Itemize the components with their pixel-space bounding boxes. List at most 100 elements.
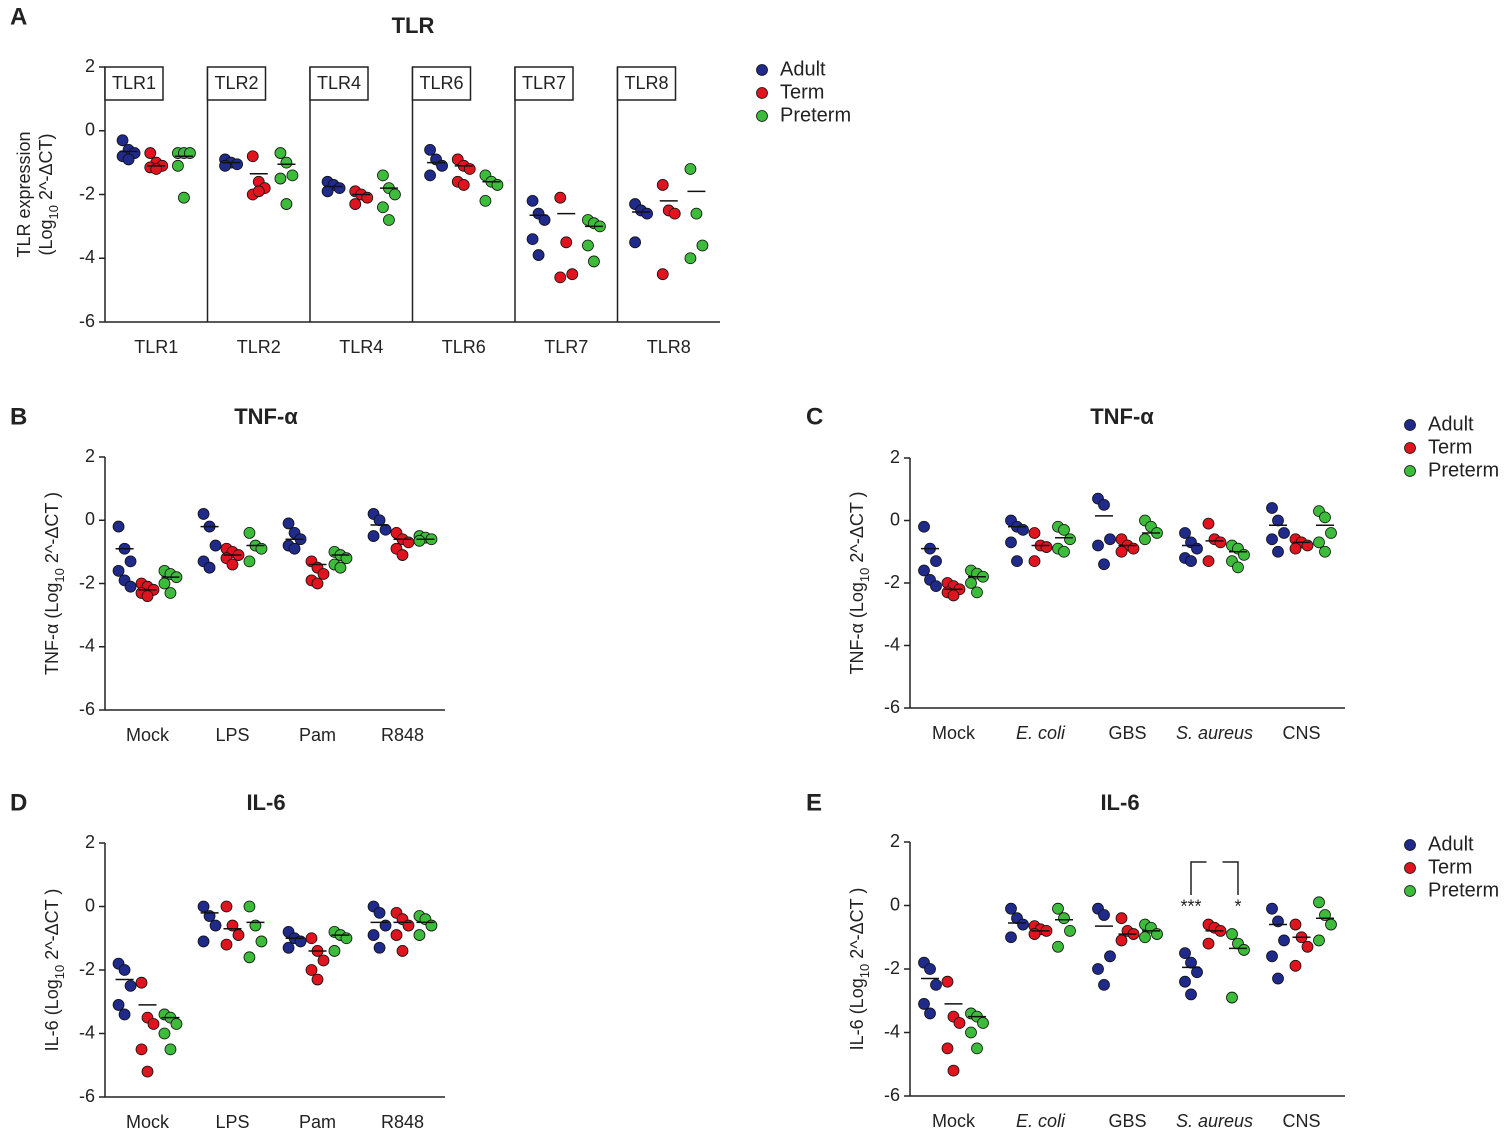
data-point (158, 577, 171, 590)
data-point (243, 900, 256, 913)
data-point (684, 252, 697, 265)
data-point (124, 979, 137, 992)
data-point (930, 555, 942, 568)
data-point (479, 194, 492, 207)
y-axis-label-part: 2^-ΔCT) (36, 134, 56, 205)
data-point (147, 1018, 160, 1030)
data-point (396, 945, 409, 957)
y-tick-label: 0 (890, 509, 900, 529)
data-point (1104, 533, 1116, 546)
legend-label: Term (1428, 856, 1472, 878)
data-point (135, 1043, 148, 1056)
data-point (1319, 545, 1331, 558)
y-axis-label-part: IL-6 (Log (847, 978, 867, 1050)
data-point (197, 900, 210, 913)
data-point (1098, 978, 1110, 991)
legend-marker (1404, 885, 1416, 897)
x-tick-label: E. coli (1016, 1111, 1066, 1131)
data-point (1238, 944, 1250, 956)
data-point (317, 568, 330, 580)
data-point (124, 555, 137, 568)
data-point (930, 580, 942, 593)
data-point (413, 534, 426, 547)
chart-title: TLR (392, 13, 435, 38)
data-point (526, 233, 539, 246)
data-point (1139, 533, 1151, 546)
x-tick-label: Pam (299, 1112, 336, 1132)
y-axis-label-part: 2^-ΔCT ) (847, 491, 867, 567)
significance-label: * (1234, 896, 1241, 916)
data-point (1325, 527, 1337, 539)
data-point (1214, 536, 1227, 549)
data-point (1191, 966, 1203, 979)
data-point (1005, 902, 1017, 915)
legend-marker (756, 87, 768, 99)
y-tick-label: 2 (85, 832, 95, 852)
data-point (379, 523, 392, 536)
data-point (288, 542, 301, 555)
y-tick-label: -4 (79, 636, 95, 656)
legend-label: Adult (1428, 833, 1474, 855)
data-point (1052, 940, 1064, 953)
y-tick-label: -6 (79, 311, 95, 331)
panel-letter: E (806, 789, 822, 816)
y-tick-label: -2 (884, 572, 900, 592)
data-point (1202, 555, 1215, 568)
data-point (197, 935, 210, 948)
data-point (246, 150, 259, 163)
legend-label: Term (780, 81, 824, 103)
y-tick-label: -4 (79, 1022, 95, 1042)
y-axis-label: TNF-α (Log10 2^-ΔCT ) (847, 491, 872, 674)
chart-title: IL-6 (1100, 790, 1139, 815)
data-point (112, 564, 125, 577)
y-axis-label-part: 2^-ΔCT ) (847, 888, 867, 964)
x-tick-label: Mock (126, 1112, 170, 1132)
y-axis-label-part: TNF-α (Log (42, 583, 62, 675)
data-point (566, 268, 579, 281)
facet-label: TLR7 (522, 73, 566, 93)
data-point (373, 514, 386, 527)
data-point (1115, 934, 1128, 947)
data-point (112, 520, 125, 533)
data-point (118, 964, 131, 976)
x-tick-label: TLR8 (647, 337, 691, 357)
chart-title: TNF-α (234, 404, 298, 429)
y-tick-label: -4 (79, 247, 95, 267)
data-point (1092, 539, 1104, 552)
data-point (1098, 498, 1110, 511)
data-point (311, 973, 324, 986)
data-point (1289, 959, 1302, 972)
data-point (947, 1064, 960, 1077)
legend-marker (1404, 442, 1416, 454)
panel-letter: B (10, 403, 27, 430)
y-tick-label: -6 (79, 699, 95, 719)
facet-label: TLR4 (317, 73, 361, 93)
x-tick-label: TLR4 (339, 337, 383, 357)
data-point (1064, 925, 1076, 937)
data-point (918, 998, 930, 1010)
legend-label: Preterm (1428, 459, 1499, 481)
data-point (141, 590, 154, 603)
data-point (1058, 545, 1070, 558)
data-point (1179, 975, 1191, 988)
data-point (1179, 527, 1191, 539)
data-point (1266, 950, 1278, 963)
data-point (684, 163, 697, 175)
data-point (1115, 545, 1128, 558)
data-point (383, 214, 395, 226)
data-point (197, 508, 210, 520)
data-point (1232, 561, 1244, 574)
x-tick-label: GBS (1108, 723, 1146, 743)
y-tick-label: -4 (884, 634, 900, 654)
y-axis-label: IL-6 (Log10 2^-ΔCT ) (42, 889, 67, 1052)
data-point (1139, 931, 1151, 944)
data-point (389, 188, 401, 201)
legend-label: Preterm (780, 104, 851, 126)
data-point (255, 935, 268, 948)
data-point (311, 577, 324, 590)
facet-box (411, 66, 472, 101)
data-point (1028, 527, 1041, 539)
data-point (971, 1042, 983, 1055)
data-point (1272, 545, 1284, 558)
y-tick-label: -2 (79, 572, 95, 592)
